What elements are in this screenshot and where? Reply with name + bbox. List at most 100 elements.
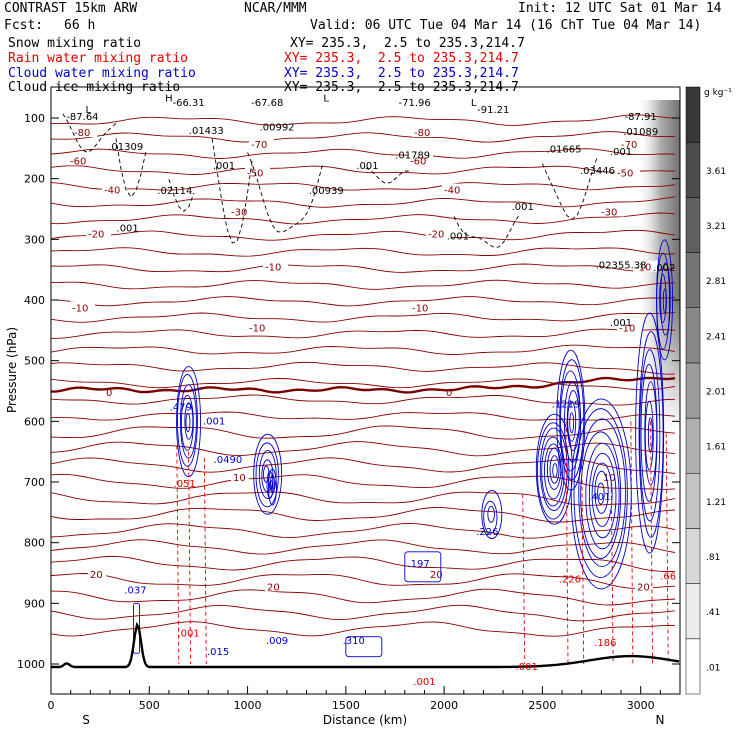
cloud-water-contour [549,455,560,484]
colorbar-tick-label: 1.61 [706,443,726,453]
annotation-group: L-87.64H -66.31 -67.68 L -71.96 L-91.21-87.91… [66,94,676,689]
colorbar-tick-label: 2.41 [706,332,726,342]
x-tick-label: 2000 [430,699,458,712]
isotherm-line [51,378,676,391]
cloud-water-contour [635,312,665,554]
cloud-water-contour [569,412,575,434]
cloud-water-contour [268,480,273,491]
cloud-water-contour [180,394,194,451]
isotherm-line [51,539,676,555]
isotherm-line [51,473,676,490]
isotherm-label: -20 [88,229,104,240]
isotherm-line [51,114,676,126]
isotherm-line [51,182,676,191]
isotherm-line [51,311,676,323]
cloud-water-contour [594,470,609,514]
ice-contour [365,167,411,184]
x-tick-label: 2500 [528,699,556,712]
colorbar-swatch [685,141,701,198]
y-tick-label: 500 [24,355,45,368]
colorbar-unit: g kg⁻¹ [704,88,732,98]
cloud-water-contour [176,374,198,467]
y-tick-label: 800 [24,537,45,550]
isotherm-line [51,263,676,273]
ice-shading-fade [636,300,680,430]
colorbar: .01 .41 .81 1.21 1.61 2.01 2.41 2.81 3.21 3.61 g k… [685,86,732,695]
isotherm-line [51,621,676,637]
isotherm-line [51,394,676,406]
isotherm-label-bg [408,154,433,166]
colorbar-swatch [685,86,701,143]
y-tick-label: 300 [24,233,45,246]
contour-label: .00939 [309,186,344,197]
cloud-water-contour [404,551,442,583]
isotherm-label-bg [265,580,283,592]
cloud-water-contour [255,442,279,508]
cloud-water-contour [266,470,274,499]
rain-contour-group [176,421,669,665]
contour-label: .01665 [547,145,582,156]
colorbar-swatch [685,528,701,584]
isotherm-label: 20 [430,570,443,581]
colorbar-swatch [685,197,701,253]
contour-label: L [86,105,92,116]
isotherm-label: -70 [621,140,637,151]
isotherm-label-bg [412,125,437,137]
cloud-water-contour [258,450,277,500]
y-tick-label: 1000 [17,658,45,671]
cloud-water-contour [536,422,570,520]
isotherm-label: 10 [603,473,616,484]
contour-label: -67.68 [251,98,283,109]
isotherm-line [51,588,676,606]
init-time: Init: 12 UTC Sat 01 Mar 14 [518,1,722,16]
isotherm-label-bg [72,125,97,137]
contour-label: .037 [124,586,146,597]
contour-label: .001 [610,318,632,329]
isotherm-label: -10 [249,323,265,334]
field-name-rain: Rain water mixing ratio [8,51,189,66]
forecast-hours: 66 h [64,18,96,33]
isotherm-line [51,296,676,307]
field-name-snow: Snow mixing ratio [8,36,142,51]
contour-label: .001 [512,202,534,213]
isotherm-line [51,328,676,339]
contour-label: .310 [343,636,365,647]
isotherm-label: -20 [428,229,444,240]
isotherm-line [51,196,676,208]
rain-contour [203,457,207,665]
isotherm-label-bg [426,227,451,239]
isotherm-label-bg [104,386,115,398]
isotherm-label-bg [88,568,106,580]
isotherm-line [51,279,676,290]
isotherm-line [51,425,676,440]
cloud-water-contour [639,349,661,522]
isotherm-label: 0 [106,388,112,399]
contour-label: .02114 [157,186,192,197]
isotherm-line [51,247,676,257]
y-tick-label: 400 [24,294,45,307]
cloud-water-contour [483,500,498,534]
contour-label: .03446 [580,166,615,177]
contour-label: .401 [588,492,610,503]
isotherm-label: -10 [412,303,428,314]
contour-label: .226 [476,527,498,538]
contour-label: .002 [653,263,675,274]
isotherm-label: 20 [637,582,650,593]
contour-label: .001 [447,231,469,242]
contour-label: .0490 [214,455,243,466]
contour-label: .197 [407,559,429,570]
cloud-water-contour [566,390,580,452]
contour-label: .001 [413,677,435,688]
north-label: N [656,713,665,727]
isotherm-label-bg [633,260,658,272]
contour-label: -66.31 [172,98,204,109]
cloud-water-contour [539,427,568,511]
cloud-water-contour [656,252,671,350]
south-label: S [82,713,90,727]
isotherm-line [51,131,675,143]
contour-label: .001 [117,223,139,234]
cloud-water-contour [660,262,671,336]
snow-contour-group [62,113,598,248]
cloud-water-contour-group [133,239,673,658]
cloud-water-contour [487,505,495,523]
